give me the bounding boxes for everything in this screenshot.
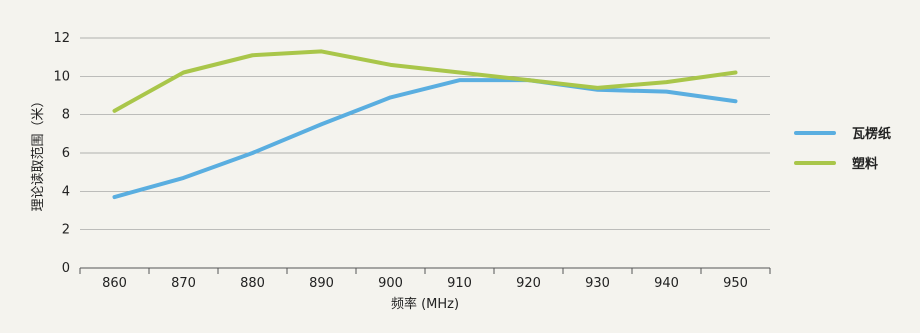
- series-1-point: [734, 99, 737, 103]
- series-2-point: [734, 71, 737, 74]
- series-2-point: [389, 63, 392, 67]
- x-tick-label: 940: [654, 276, 679, 291]
- y-tick-label: 2: [62, 223, 70, 238]
- series-1-point: [665, 90, 668, 94]
- x-tick-label: 880: [240, 276, 265, 291]
- y-axis-title: 理论读取范围（米）: [31, 94, 46, 211]
- series-2-point: [527, 78, 530, 82]
- x-tick-label: 920: [516, 276, 541, 291]
- y-tick-label: 10: [53, 69, 70, 84]
- y-tick-label: 4: [62, 184, 70, 199]
- x-axis-title: 频率 (MHz): [391, 296, 459, 312]
- series-1-point: [251, 151, 254, 155]
- series-2-point: [665, 80, 668, 84]
- x-tick-label: 950: [723, 276, 748, 291]
- series-2-point: [113, 109, 116, 113]
- series-2-point: [596, 86, 599, 90]
- series-2-point: [458, 71, 461, 74]
- series-2-point: [320, 49, 323, 53]
- series-line-1: [112, 78, 738, 200]
- x-tick-label: 870: [171, 276, 196, 291]
- series-2-point: [182, 71, 185, 74]
- series-line-2: [112, 49, 738, 113]
- y-tick-label: 12: [53, 31, 70, 46]
- series-1-point: [389, 95, 392, 99]
- legend-label-2: 塑料: [852, 156, 878, 172]
- series-1-point: [182, 176, 185, 180]
- legend-label-1: 瓦楞纸: [852, 126, 891, 142]
- series-1-point: [320, 122, 323, 126]
- series-1-point: [458, 78, 461, 82]
- y-tick-label: 0: [62, 261, 70, 276]
- series-2-point: [251, 53, 254, 57]
- y-tick-label: 8: [62, 108, 70, 123]
- series-1-point: [113, 195, 116, 199]
- y-tick-label: 6: [62, 146, 70, 161]
- x-tick-label: 860: [102, 276, 127, 291]
- x-tick-label: 910: [447, 276, 472, 291]
- x-tick-label: 890: [309, 276, 334, 291]
- x-tick-label: 930: [585, 276, 610, 291]
- x-tick-label: 900: [378, 276, 403, 291]
